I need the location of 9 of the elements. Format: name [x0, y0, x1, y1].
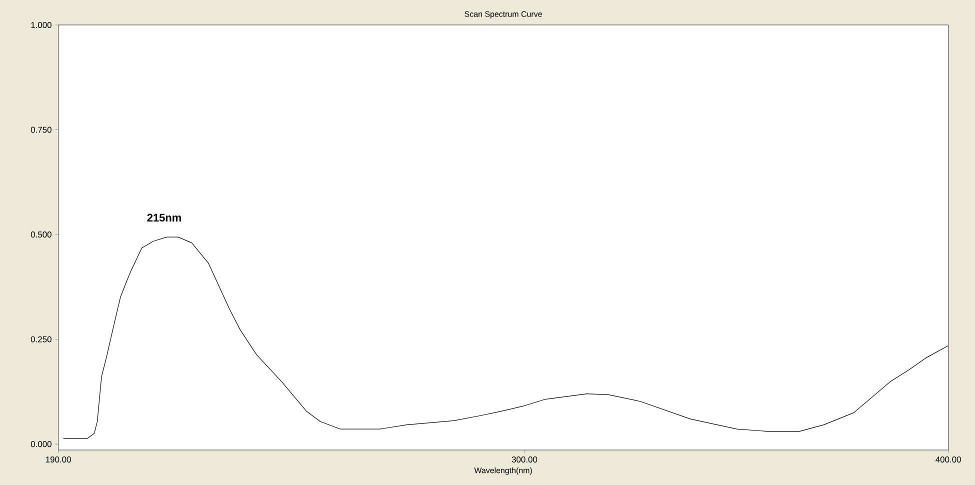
y-tick-label: 0.500: [30, 232, 52, 238]
x-tick-label: 190.00: [46, 456, 71, 462]
y-tick-label: 0.750: [30, 126, 52, 133]
y-tick-label: 0.000: [30, 441, 52, 448]
annotation: 215nm: [147, 214, 181, 222]
y-tick-label: 0.250: [30, 336, 52, 342]
x-tick-label: 300.00: [512, 456, 538, 462]
x-tick-label: 400.00: [936, 456, 961, 462]
y-tick-label: 1.000: [31, 22, 52, 28]
